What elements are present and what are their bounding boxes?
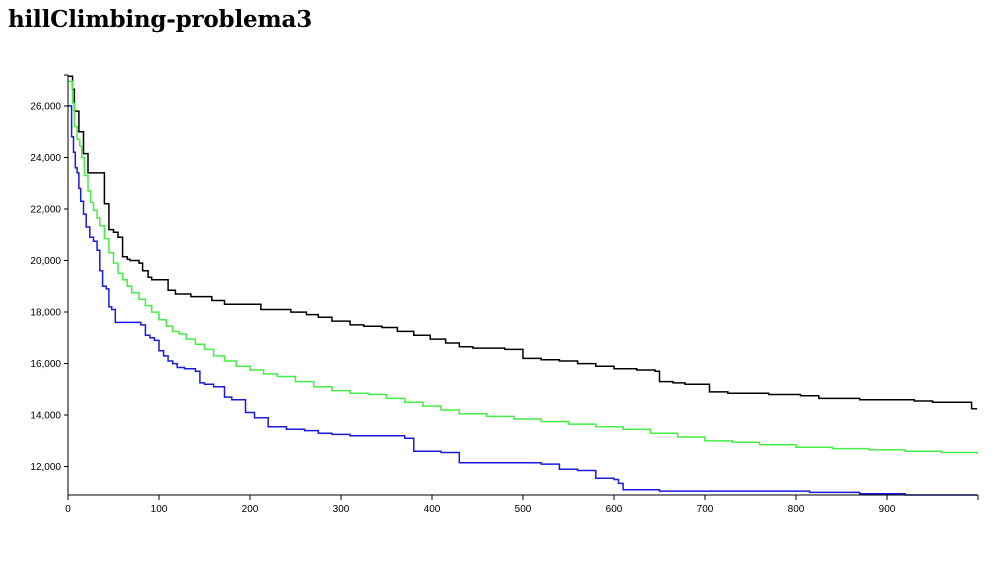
y-tick-label: 24,000	[30, 153, 61, 164]
y-tick-label: 16,000	[30, 359, 61, 370]
x-tick-label: 600	[606, 504, 623, 515]
y-tick-label: 18,000	[30, 308, 61, 319]
x-tick-label: 500	[515, 504, 532, 515]
series-layer	[68, 75, 978, 496]
series-line-3	[68, 105, 978, 496]
x-tick-label: 200	[242, 504, 259, 515]
x-tick-label: 900	[879, 504, 896, 515]
y-tick-label: 14,000	[30, 411, 61, 422]
x-tick-label: 100	[151, 504, 168, 515]
page-title: hillClimbing-problema3	[8, 6, 313, 33]
series-line-1	[68, 75, 978, 410]
x-tick-label: 400	[424, 504, 441, 515]
x-tick-label: 700	[697, 504, 714, 515]
y-tick-label: 26,000	[30, 101, 61, 112]
y-tick-label: 12,000	[30, 462, 61, 473]
y-tick-label: 20,000	[30, 256, 61, 267]
x-tick-label: 300	[333, 504, 350, 515]
x-tick-label: 800	[788, 504, 805, 515]
series-line-2	[68, 80, 978, 454]
x-tick-label: 0	[65, 504, 71, 515]
axes-layer: 0 100 200 300 400 500 600 700 800 900 12,000 14,000…	[30, 74, 979, 515]
y-tick-label: 22,000	[30, 204, 61, 215]
